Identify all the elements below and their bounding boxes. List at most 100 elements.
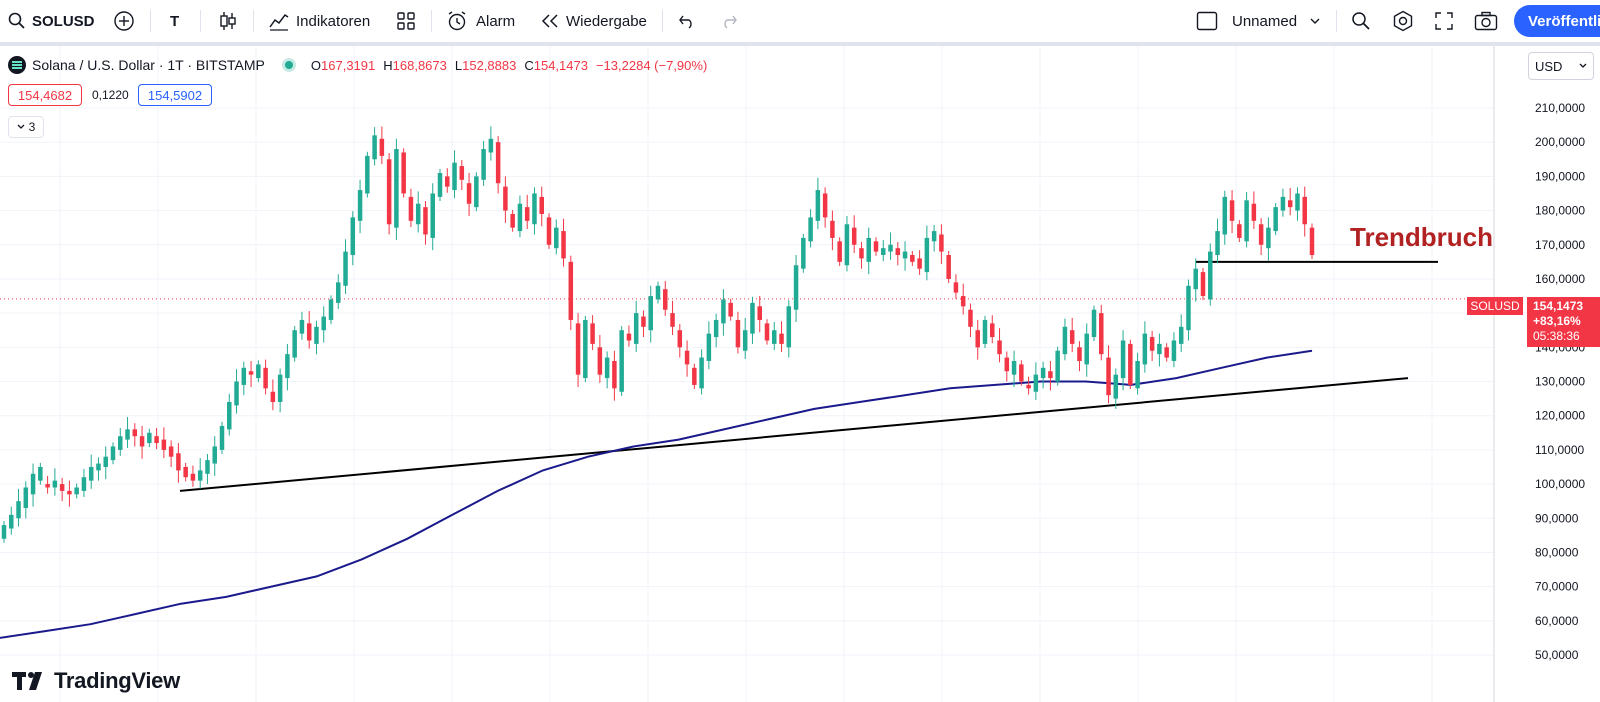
candle-body bbox=[1084, 333, 1089, 365]
candle-body bbox=[917, 258, 922, 269]
drawn-lines bbox=[0, 260, 1494, 492]
publish-button[interactable]: Veröffentli bbox=[1514, 5, 1600, 37]
sell-price-button[interactable]: 154,4682 bbox=[8, 84, 82, 106]
candle-body bbox=[88, 466, 94, 481]
candle-body bbox=[52, 480, 58, 488]
price-tick-label: 190,0000 bbox=[1535, 169, 1585, 183]
price-tick-label: 180,0000 bbox=[1535, 204, 1585, 218]
candle-body bbox=[1019, 364, 1024, 382]
gear-icon bbox=[1393, 10, 1413, 32]
candle-body bbox=[1287, 200, 1293, 208]
candle-body bbox=[132, 429, 138, 437]
candle-body bbox=[612, 360, 617, 389]
candle-body bbox=[488, 138, 494, 153]
candle-body bbox=[357, 190, 363, 221]
candle-body bbox=[626, 333, 632, 341]
price-tick-label: 80,0000 bbox=[1535, 545, 1579, 559]
indicators-button[interactable]: Indikatoren bbox=[268, 0, 370, 42]
candle-body bbox=[772, 330, 777, 344]
candle-body bbox=[910, 255, 915, 262]
fullscreen-button[interactable] bbox=[1434, 0, 1454, 42]
candle-body bbox=[16, 501, 21, 519]
open-value: 167,3191 bbox=[321, 57, 376, 73]
replay-button[interactable]: Wiedergabe bbox=[540, 0, 647, 42]
price-tick-label: 200,0000 bbox=[1535, 135, 1585, 149]
candle-body bbox=[23, 487, 29, 508]
candle-body bbox=[1280, 196, 1286, 211]
tradingview-logo[interactable]: TradingView bbox=[12, 668, 180, 694]
alert-button[interactable]: Alarm bbox=[446, 0, 515, 42]
candle-body bbox=[277, 374, 283, 403]
solana-logo-icon bbox=[8, 56, 26, 74]
candle-body bbox=[176, 453, 181, 471]
candle-body bbox=[1171, 340, 1177, 361]
snapshot-button[interactable] bbox=[1474, 0, 1498, 42]
candle-body bbox=[379, 138, 385, 156]
candle-body bbox=[750, 302, 755, 334]
candle-body bbox=[735, 319, 741, 348]
market-status-icon[interactable] bbox=[284, 61, 293, 69]
candle-body bbox=[975, 330, 980, 348]
chart-type-button[interactable] bbox=[218, 0, 238, 42]
symbol-search[interactable]: SOLUSD bbox=[8, 0, 95, 42]
bar-countdown: 05:38:36 bbox=[1533, 329, 1580, 343]
price-axis: 210,0000 200,0000 190,0000 180,0000 170,0000… bbox=[1493, 46, 1600, 702]
candle-body bbox=[677, 330, 683, 348]
support-trendline bbox=[179, 377, 1409, 492]
symbol-label: SOLUSD bbox=[32, 12, 95, 30]
candle-body bbox=[663, 289, 668, 310]
top-toolbar: SOLUSD T Indikatoren Alarm Wiedergabe Un… bbox=[0, 0, 1600, 46]
candle-body bbox=[45, 484, 50, 488]
candle-body bbox=[154, 436, 159, 444]
settings-button[interactable] bbox=[1392, 0, 1414, 42]
candle-body bbox=[9, 514, 14, 529]
price-tick-label: 50,0000 bbox=[1535, 648, 1579, 662]
interval-button[interactable]: T bbox=[170, 12, 180, 30]
candle-body bbox=[321, 316, 326, 331]
compare-button[interactable] bbox=[113, 0, 135, 42]
candle-body bbox=[118, 436, 123, 450]
candle-body bbox=[285, 354, 290, 379]
undo-button[interactable] bbox=[678, 0, 696, 42]
candle-body bbox=[895, 248, 901, 256]
buy-price-button[interactable]: 154,5902 bbox=[138, 84, 212, 106]
toolbar-divider bbox=[662, 10, 663, 32]
candle-body bbox=[931, 231, 937, 242]
series-title: Solana / U.S. Dollar · 1T · BITSTAMP bbox=[32, 57, 265, 73]
candle-body bbox=[408, 196, 414, 221]
candle-body bbox=[990, 323, 995, 338]
indicators-collapse-button[interactable]: 3 bbox=[8, 116, 44, 138]
layout-menu[interactable]: Unnamed bbox=[1196, 0, 1321, 42]
last-price-value: 154,1473 bbox=[1533, 299, 1584, 313]
candle-body bbox=[590, 323, 595, 344]
candle-body bbox=[1215, 231, 1220, 256]
candle-body bbox=[161, 439, 167, 450]
candle-body bbox=[721, 299, 726, 324]
currency-select[interactable]: USD bbox=[1528, 52, 1594, 80]
candle-body bbox=[742, 330, 748, 351]
candle-body bbox=[1128, 343, 1133, 385]
price-tick-label: 110,0000 bbox=[1535, 443, 1584, 457]
layouts-button[interactable] bbox=[396, 0, 416, 42]
chart-grid bbox=[0, 46, 1494, 702]
candle-body bbox=[1244, 200, 1249, 242]
trendbruch-annotation[interactable]: Trendbruch bbox=[1350, 222, 1494, 252]
candle-body bbox=[822, 193, 828, 218]
open-key: O bbox=[310, 57, 322, 73]
redo-button[interactable] bbox=[720, 0, 738, 42]
grid-icon bbox=[397, 12, 415, 30]
quick-search-button[interactable] bbox=[1350, 0, 1372, 42]
series-legend: Solana / U.S. Dollar · 1T · BITSTAMP O 16… bbox=[8, 54, 715, 76]
price-tick-label: 160,0000 bbox=[1535, 272, 1585, 286]
symbol-price-tag: SOLUSD bbox=[1467, 297, 1523, 315]
tradingview-logo-icon bbox=[12, 672, 42, 690]
price-tick-label: 60,0000 bbox=[1535, 614, 1579, 628]
chevron-down-icon bbox=[17, 124, 25, 129]
candle-body bbox=[524, 207, 530, 221]
candle-body bbox=[619, 330, 624, 392]
chart-pane[interactable]: 210,0000 200,0000 190,0000 180,0000 170,0000… bbox=[0, 46, 1600, 702]
price-chart[interactable]: 210,0000 200,0000 190,0000 180,0000 170,0000… bbox=[0, 46, 1600, 702]
candle-body bbox=[1273, 207, 1278, 232]
candle-body bbox=[837, 241, 842, 262]
candle-body bbox=[808, 217, 813, 242]
